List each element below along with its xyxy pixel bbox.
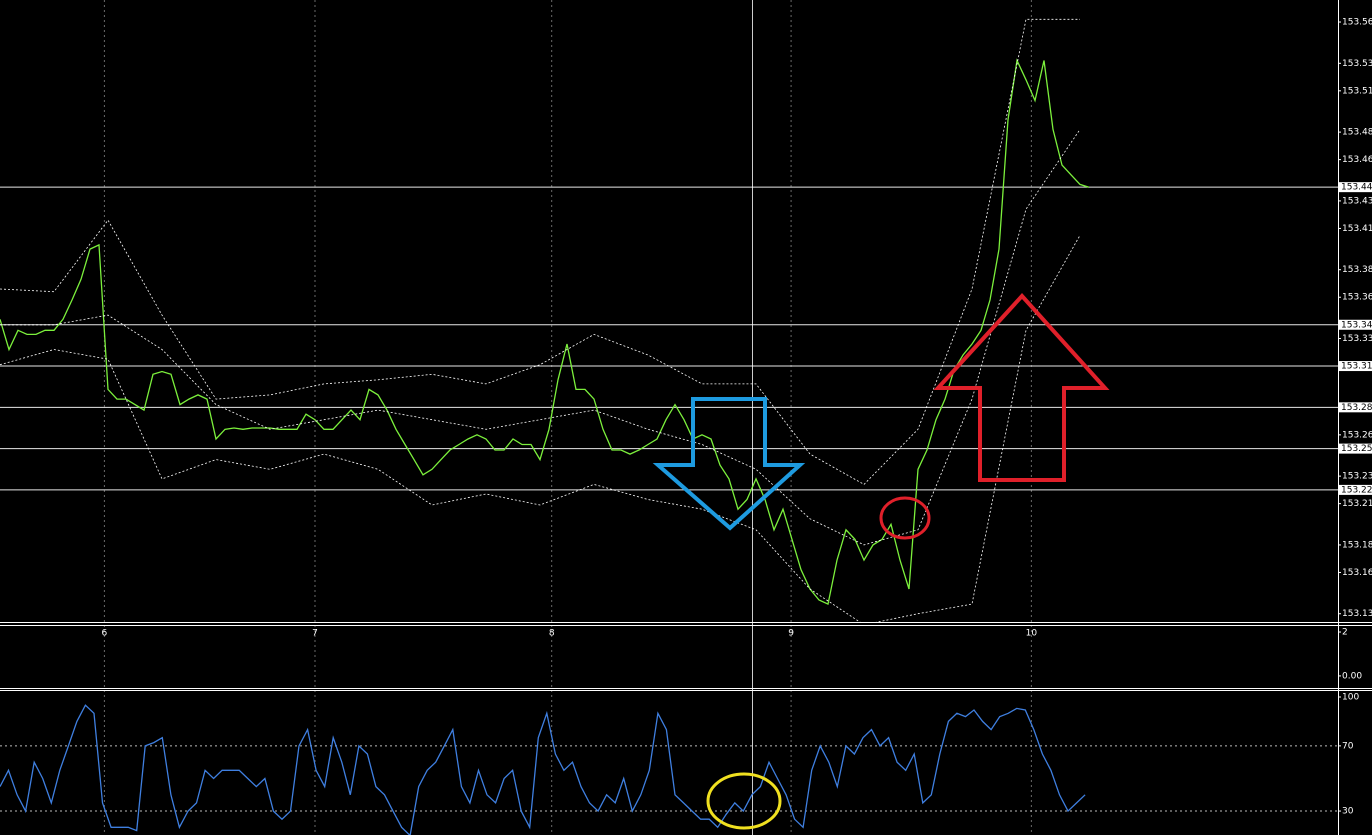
price-label: 153.44: [1341, 183, 1372, 193]
y-tick-label: 153.51: [1342, 86, 1372, 96]
plot: [0, 18, 1090, 835]
band-line: [0, 129, 1081, 546]
up-arrow: [933, 293, 1110, 482]
price-label-box: [1339, 361, 1372, 372]
y-tick-label: 153.41: [1342, 224, 1372, 234]
price-label: 153.22: [1341, 485, 1372, 495]
y-tick-label: 70: [1342, 741, 1354, 751]
down-arrow: [652, 397, 806, 531]
price-line: [0, 704, 1086, 835]
axes: 153.56 153.53 153.51 153.48 153.46 153.43 153.…: [102, 18, 1372, 817]
y-tick-label: 153.26: [1342, 430, 1372, 440]
x-tick-label: 6: [102, 629, 108, 639]
price-label-box: [1339, 319, 1372, 330]
band-line: [0, 235, 1081, 622]
x-tick-label: 9: [788, 629, 794, 639]
x-tick-label: 10: [1026, 629, 1038, 639]
y-tick-label: 153.38: [1342, 265, 1372, 275]
y-tick-label: 153.13: [1342, 609, 1372, 619]
y-tick-label: 100: [1342, 693, 1359, 703]
price-label: 153.34: [1341, 320, 1372, 330]
price-label: 153.28: [1341, 403, 1372, 413]
price-label-box: [1339, 443, 1372, 454]
price-label-box: [1339, 182, 1372, 193]
price-label-box: [1339, 484, 1372, 495]
price-label-box: [1339, 402, 1372, 413]
x-tick-label: 8: [549, 629, 555, 639]
grid: [0, 0, 1338, 835]
y-tick-label: 153.43: [1342, 196, 1372, 206]
y-tick-label: 153.33: [1342, 334, 1372, 344]
y-tick-label: 153.36: [1342, 293, 1372, 303]
y-tick-label: 2: [1342, 628, 1348, 638]
y-tick-label: 153.53: [1342, 59, 1372, 69]
y-tick-label: 153.56: [1342, 18, 1372, 28]
y-tick-label: 153.18: [1342, 540, 1372, 550]
y-tick-label: 153.16: [1342, 568, 1372, 578]
y-tick-label: 153.48: [1342, 128, 1372, 138]
y-tick-label: 153.23: [1342, 472, 1372, 482]
yellow-circle: [706, 772, 782, 830]
price-line: [0, 58, 1090, 606]
y-tick-label: 30: [1342, 807, 1354, 817]
x-tick-label: 7: [312, 629, 318, 639]
y-tick-label: 0.00: [1342, 671, 1362, 681]
y-tick-label: 153.46: [1342, 155, 1372, 165]
price-label: 153.25: [1341, 444, 1372, 454]
y-tick-label: 153.21: [1342, 499, 1372, 509]
price-label: 153.31: [1341, 362, 1372, 372]
red-circle: [879, 496, 931, 540]
